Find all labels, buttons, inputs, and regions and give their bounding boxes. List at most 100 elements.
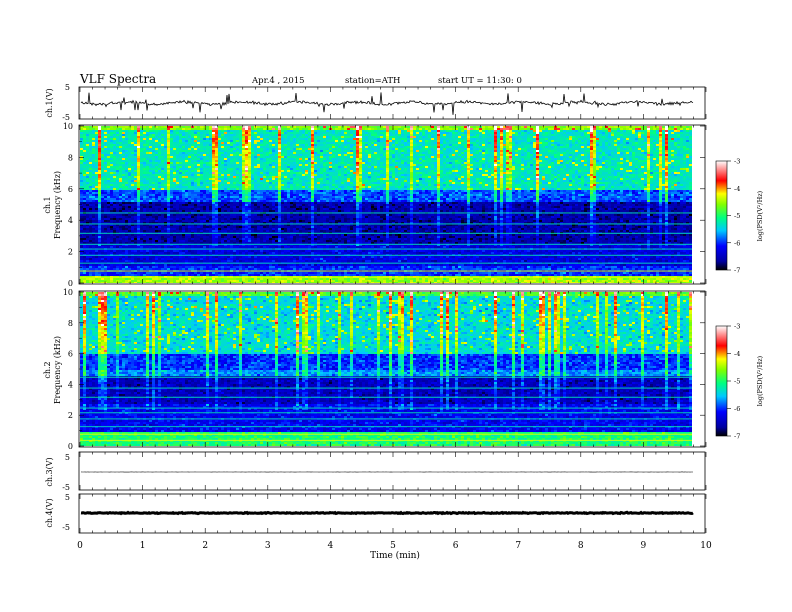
spectrogram-cell xyxy=(173,222,177,225)
spectrogram-cell xyxy=(98,140,102,143)
spectrogram-cell xyxy=(140,150,144,153)
spectrogram-cell xyxy=(179,154,183,157)
spectrogram-cell xyxy=(209,172,213,175)
spectrogram-cell xyxy=(134,148,138,151)
spectrogram-cell xyxy=(242,210,246,213)
spectrogram-cell xyxy=(122,240,126,243)
spectrogram-cell xyxy=(182,194,186,197)
spectrogram-cell xyxy=(92,148,96,151)
spectrogram-cell xyxy=(200,180,204,183)
spectrogram-cell xyxy=(128,126,132,129)
spectrogram-cell xyxy=(224,210,228,213)
spectrogram-cell xyxy=(185,202,189,205)
spectrogram-cell xyxy=(254,266,258,269)
spectrogram-cell xyxy=(155,252,159,255)
spectrogram-cell xyxy=(170,156,174,159)
spectrogram-cell xyxy=(224,280,228,283)
spectrogram-cell xyxy=(146,156,150,159)
spectrogram-cell xyxy=(248,236,252,239)
spectrogram-cell xyxy=(164,238,168,241)
spectrogram-cell xyxy=(131,144,135,147)
spectrogram-cell xyxy=(215,278,219,281)
spectrogram-cell xyxy=(197,162,201,165)
spectrogram-cell xyxy=(122,278,126,281)
spectrogram-cell xyxy=(236,126,240,129)
spectrogram-cell xyxy=(227,230,231,233)
spectrogram-cell xyxy=(257,264,261,267)
spectrogram-cell xyxy=(242,132,246,135)
spectrogram-cell xyxy=(248,158,252,161)
spectrogram-cell xyxy=(98,208,102,211)
spectrogram-cell xyxy=(200,160,204,163)
spectrogram-cell xyxy=(200,198,204,201)
spectrogram-cell xyxy=(140,274,144,277)
spectrogram-cell xyxy=(251,224,255,227)
spectrogram-cell xyxy=(110,272,114,275)
spectrogram-cell xyxy=(245,216,249,219)
spectrogram-cell xyxy=(260,142,264,145)
spectrogram-cell xyxy=(116,268,120,271)
spectrogram-cell xyxy=(257,170,261,173)
spectrogram-cell xyxy=(101,198,105,201)
spectrogram-cell xyxy=(158,282,162,283)
spectrogram-cell xyxy=(143,182,147,185)
spectrogram-cell xyxy=(188,214,192,217)
spectrogram-cell xyxy=(128,170,132,173)
spectrogram-cell xyxy=(134,150,138,153)
spectrogram-cell xyxy=(206,194,210,197)
spectrogram-cell xyxy=(245,258,249,261)
spectrogram-cell xyxy=(257,244,261,247)
spectrogram-cell xyxy=(263,154,267,157)
spectrogram-cell xyxy=(89,240,93,243)
spectrogram-cell xyxy=(176,216,180,219)
spectrogram-cell xyxy=(155,130,159,133)
spectrogram-cell xyxy=(179,172,183,175)
spectrogram-cell xyxy=(260,146,264,149)
spectrogram-cell xyxy=(119,178,123,181)
spectrogram-cell xyxy=(125,214,129,217)
spectrogram-cell xyxy=(260,258,264,261)
spectrogram-cell xyxy=(128,142,132,145)
spectrogram-cell xyxy=(167,252,171,255)
spectrogram-cell xyxy=(227,238,231,241)
spectrogram-cell xyxy=(101,174,105,177)
spectrogram-cell xyxy=(251,200,255,203)
spectrogram-cell xyxy=(209,182,213,185)
spectrogram-cell xyxy=(182,146,186,149)
spectrogram-cell xyxy=(233,126,237,129)
spectrogram-cell xyxy=(224,162,228,165)
spectrogram-cell xyxy=(242,220,246,223)
spectrogram-cell xyxy=(245,138,249,141)
spectrogram-cell xyxy=(149,154,153,157)
spectrogram-cell xyxy=(227,180,231,183)
spectrogram-cell xyxy=(221,178,225,181)
spectrogram-cell xyxy=(170,250,174,253)
spectrogram-cell xyxy=(194,220,198,223)
spectrogram-cell xyxy=(83,190,87,193)
spectrogram-cell xyxy=(128,160,132,163)
spectrogram-cell xyxy=(107,234,111,237)
spectrogram-cell xyxy=(134,242,138,245)
spectrogram-cell xyxy=(119,184,123,187)
spectrogram-cell xyxy=(209,252,213,255)
spectrogram-cell xyxy=(188,182,192,185)
spectrogram-cell xyxy=(197,272,201,275)
spectrogram-cell xyxy=(86,132,90,135)
spectrogram-cell xyxy=(170,152,174,155)
spectrogram-cell xyxy=(110,152,114,155)
spectrogram-cell xyxy=(233,258,237,261)
spectrogram-cell xyxy=(83,278,87,281)
spectrogram-cell xyxy=(182,216,186,219)
spectrogram-cell xyxy=(95,272,99,275)
spectrogram-cell xyxy=(98,138,102,141)
spectrogram-cell xyxy=(254,230,258,233)
spectrogram-cell xyxy=(245,204,249,207)
spectrogram-cell xyxy=(200,126,204,129)
spectrogram-cell xyxy=(227,208,231,211)
spectrogram-cell xyxy=(242,138,246,141)
spectrogram-cell xyxy=(149,166,153,169)
spectrogram-cell xyxy=(143,216,147,219)
spectrogram-cell xyxy=(89,170,93,173)
spectrogram-cell xyxy=(83,256,87,259)
spectrogram-cell xyxy=(122,192,126,195)
